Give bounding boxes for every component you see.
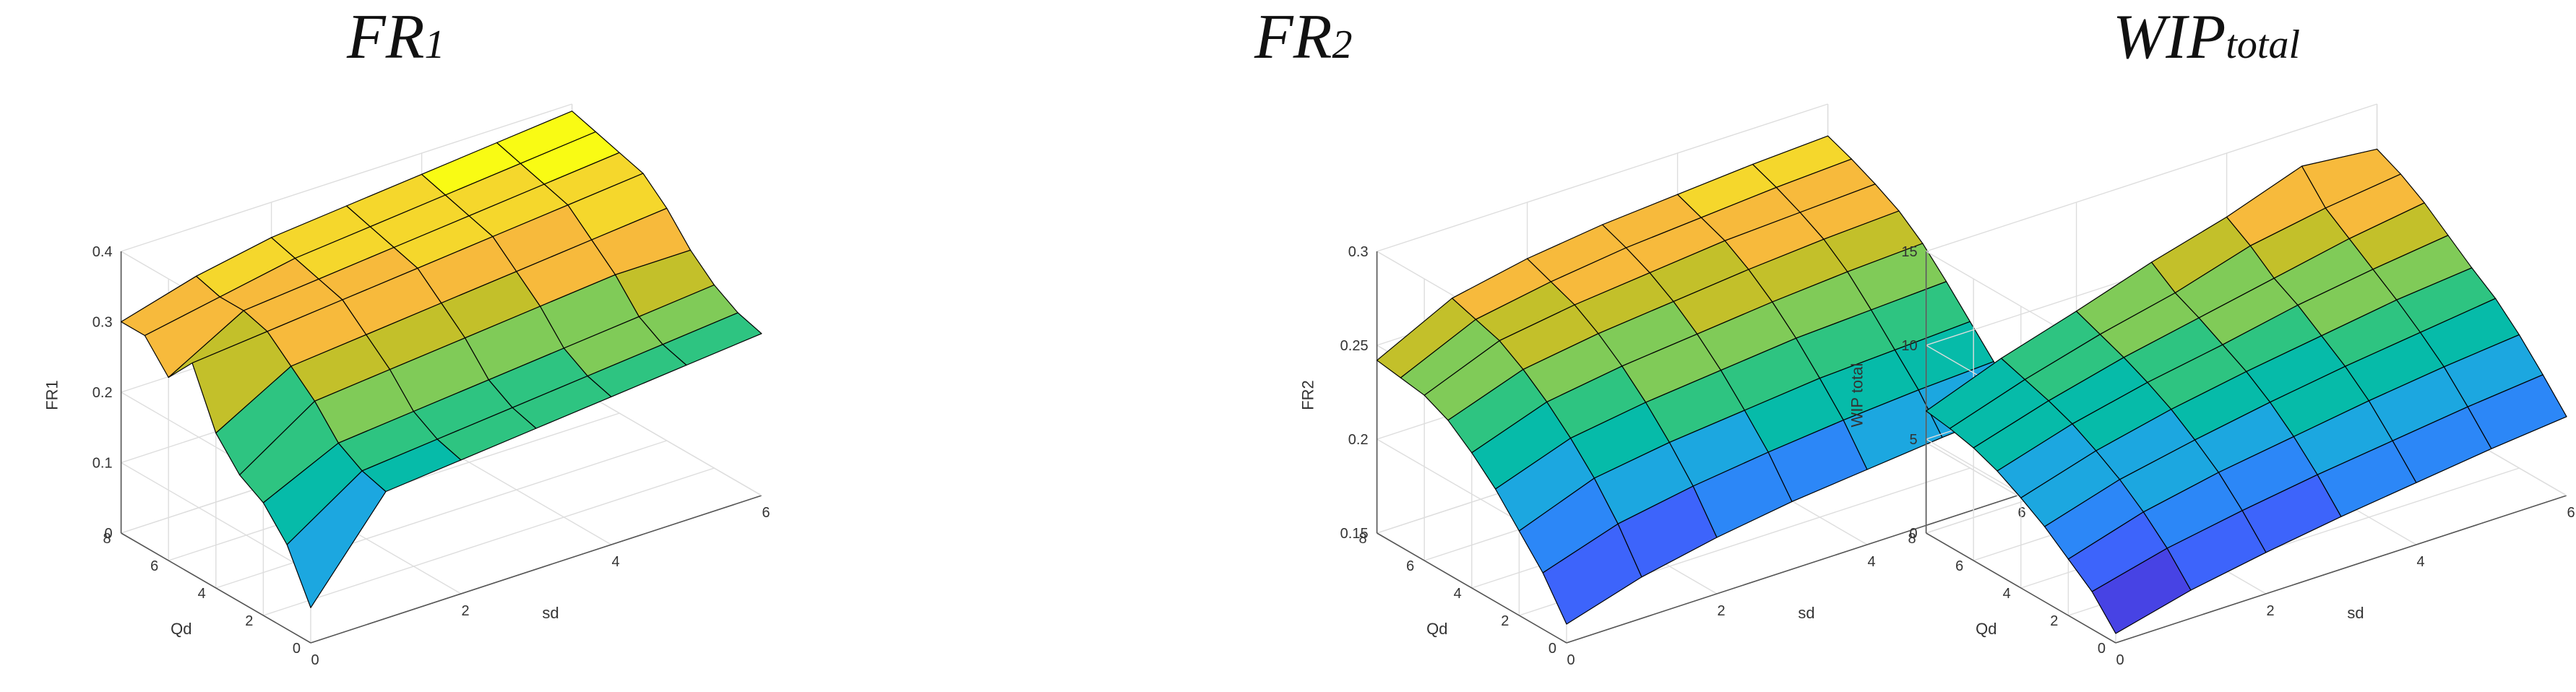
y-axis-line	[121, 532, 311, 644]
x-axis-line	[2115, 495, 2567, 644]
y-tick-label: 2	[2050, 613, 2058, 629]
y-axis-label: Qd	[1426, 620, 1447, 638]
x-axis-label: sd	[542, 604, 559, 622]
y-tick-label: 4	[1454, 586, 1462, 602]
y-tick-label: 8	[1358, 531, 1366, 547]
title-subscript: 1	[424, 22, 445, 67]
chart-panel-fr1: FR1 0 2 4 6 0 2 4 6 8 0 0.1 0.2 0.3 0.4 sd Qd FR1	[0, 0, 860, 692]
z-tick-label: 0.3	[92, 315, 113, 331]
floor-gridline-y	[263, 467, 715, 616]
sidewall-gridline-z	[121, 462, 311, 574]
y-axis-label: Qd	[1976, 620, 1996, 638]
z-tick-label: 0.2	[1348, 432, 1369, 448]
title-subscript: total	[2226, 22, 2301, 67]
surface-patch	[662, 312, 762, 366]
z-tick-label: 0.25	[1340, 338, 1369, 354]
y-tick-label: 2	[1501, 613, 1509, 629]
y-tick-label: 0	[293, 641, 301, 657]
y-axis-line	[1926, 532, 2116, 644]
floor-gridline-y	[215, 440, 668, 589]
backwall-gridline-z	[1926, 103, 2377, 252]
x-tick-label: 6	[2567, 505, 2575, 521]
chart-title-fr2: FR2	[1254, 6, 1353, 69]
backwall-gridline-z	[1377, 103, 1828, 252]
y-tick-label: 6	[1406, 558, 1414, 574]
x-tick-label: 6	[2017, 505, 2025, 521]
x-tick-label: 2	[1717, 603, 1725, 619]
y-tick-label: 8	[103, 531, 111, 547]
y-tick-label: 4	[198, 586, 206, 602]
z-tick-label: 0	[1909, 526, 1917, 542]
x-tick-label: 6	[762, 505, 770, 521]
z-axis-label: WIP total	[1848, 363, 1866, 428]
x-tick-label: 0	[2116, 652, 2124, 668]
y-tick-label: 0	[2098, 641, 2106, 657]
x-tick-label: 4	[2416, 554, 2424, 570]
chart-title-fr1: FR1	[347, 6, 445, 69]
x-axis-line	[1566, 495, 2018, 644]
x-tick-label: 4	[611, 554, 619, 570]
x-tick-label: 0	[311, 652, 319, 668]
x-axis-label: sd	[1798, 604, 1814, 622]
x-tick-label: 2	[461, 603, 469, 619]
z-tick-label: 0	[104, 526, 112, 542]
backwall-gridline-z	[121, 103, 572, 252]
z-tick-label: 0.15	[1340, 526, 1369, 542]
title-subscript: 2	[1332, 22, 1353, 67]
title-main: FR	[1254, 2, 1332, 72]
z-axis-label: FR2	[1299, 380, 1317, 410]
z-tick-label: 0.4	[92, 244, 113, 260]
z-tick-label: 10	[1901, 338, 1917, 354]
z-axis-label: FR1	[43, 380, 61, 410]
y-axis-line	[1377, 532, 1567, 644]
x-axis-label: sd	[2347, 604, 2364, 622]
x-axis-line	[310, 495, 762, 644]
chart-panel-fr2: FR2 0 2 4 6 0 2 4 6 8 0.15 0.2 0.25 0.3 sd Qd FR2	[858, 0, 2026, 692]
y-tick-label: 4	[2003, 586, 2011, 602]
chart-title-wip: WIPtotal	[2113, 6, 2300, 69]
y-tick-label: 2	[245, 613, 253, 629]
y-axis-label: Qd	[171, 620, 191, 638]
y-tick-label: 6	[1955, 558, 1963, 574]
z-tick-label: 0.2	[92, 385, 113, 401]
y-tick-label: 6	[150, 558, 158, 574]
title-main: WIP	[2113, 2, 2226, 72]
z-tick-label: 0.1	[92, 456, 113, 472]
x-tick-label: 4	[1867, 554, 1875, 570]
surface-patch	[2467, 374, 2567, 449]
title-main: FR	[347, 2, 425, 72]
z-tick-label: 5	[1909, 432, 1917, 448]
floor-edge	[572, 385, 762, 496]
x-tick-label: 0	[1567, 652, 1575, 668]
z-tick-label: 0.3	[1348, 244, 1369, 260]
chart-panel-wip: WIPtotal 0 2 4 6 0 2 4 6 8 0 5 10 15 sd Qd WIP total	[1717, 0, 2576, 692]
y-tick-label: 8	[1908, 531, 1916, 547]
y-tick-label: 0	[1548, 641, 1556, 657]
x-tick-label: 2	[2266, 603, 2274, 619]
z-tick-label: 15	[1901, 244, 1917, 260]
